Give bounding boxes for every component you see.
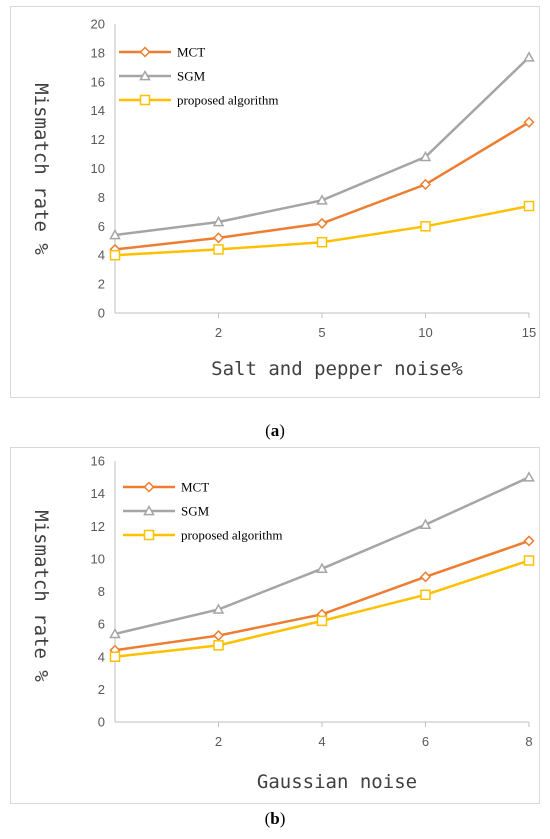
legend-item: proposed algorithm [123,528,282,543]
data-point [316,236,328,248]
y-tick-label: 6 [98,617,105,632]
caption-a: (a) [265,421,285,440]
chart-panel-b: 0 2 4 6 8 10 12 14 16 2 4 6 8 Gaussian noise Mismatch … [10,447,540,804]
legend-label: SGM [177,69,206,84]
legend-marker [139,94,151,106]
x-tick-label: 4 [318,734,325,749]
y-tick-label: 8 [98,190,105,205]
data-point [212,232,225,244]
x-tick-label: 2 [215,734,222,749]
data-point [420,221,431,232]
legend-marker [143,529,155,541]
legend-item: SGM [119,69,206,84]
data-point [419,178,432,190]
caption-b: (b) [264,809,286,828]
series-line [114,56,530,237]
y-tick-label: 12 [91,132,105,147]
y-tick-label: 16 [91,74,105,89]
data-point [109,228,121,240]
y-tick-label: 2 [98,682,105,697]
y-tick-label: 4 [98,649,105,664]
chart-panel-a: 0 2 4 6 8 10 12 14 16 18 20 2 5 10 15 Salt and pepper n… [10,6,540,398]
x-tick-label: 5 [318,325,325,340]
chart-b-svg: 0 2 4 6 8 10 12 14 16 2 4 6 8 Gaussian noise Mismatch … [30,454,535,793]
series-mct [109,116,535,255]
x-tick-label: 2 [215,325,222,340]
legend-label: MCT [177,45,205,60]
x-axis-title: Salt and pepper noise% [211,358,463,380]
y-tick-label: 4 [98,248,105,263]
series-line [114,121,530,251]
legend-marker [139,69,151,81]
data-point [213,640,224,651]
series-mct [109,535,535,656]
y-tick-label: 10 [91,161,105,176]
legend-item: MCT [123,480,209,495]
data-point [523,116,535,128]
legend-item: proposed algorithm [119,93,278,108]
legend-marker [139,46,151,58]
data-point [523,200,535,212]
data-point [316,194,328,205]
series-line [114,539,530,652]
y-tick-label: 14 [91,486,105,501]
data-point [109,651,121,662]
series-line [114,204,530,257]
legend-label: proposed algorithm [181,528,282,543]
y-tick-label: 0 [98,715,105,730]
x-tick-label: 8 [525,734,532,749]
x-tick-label: 15 [522,325,536,340]
data-point [523,535,535,547]
data-point [523,471,535,482]
data-point [109,249,121,261]
series-proposed-algorithm [109,200,535,261]
legend-marker [143,504,155,516]
series-proposed-algorithm [109,555,535,662]
data-point [109,627,121,639]
data-point [419,518,432,529]
data-point [523,51,535,62]
data-point [316,217,328,229]
legend-item: SGM [123,504,210,519]
y-tick-label: 12 [91,519,105,534]
data-point [419,571,432,583]
y-tick-label: 14 [91,103,105,118]
x-tick-label: 6 [422,734,429,749]
y-tick-label: 0 [98,306,105,321]
y-axis-title: Mismatch rate % [30,510,52,682]
y-tick-label: 20 [91,17,105,32]
caption-b-label: b [270,809,280,828]
y-axis-title: Mismatch rate % [30,83,52,255]
x-axis-title: Gaussian noise [257,771,417,793]
legend-label: MCT [181,480,209,495]
chart-a-svg: 0 2 4 6 8 10 12 14 16 18 20 2 5 10 15 Salt and pepper n… [30,17,536,381]
data-point [316,615,328,627]
y-tick-label: 8 [98,584,105,599]
legend-label: SGM [181,504,210,519]
y-tick-label: 16 [91,454,105,469]
series-sgm [109,51,535,240]
legend-label: proposed algorithm [177,93,278,108]
x-tick-label: 10 [418,325,432,340]
legend-marker [143,481,155,493]
caption-a-label: a [270,421,280,440]
y-tick-label: 10 [91,551,105,566]
legend-item: MCT [119,45,205,60]
y-tick-label: 18 [91,45,105,60]
data-point [316,562,328,574]
series-sgm [109,471,535,639]
data-point [419,150,432,162]
data-point [420,589,431,601]
data-point [212,603,225,614]
data-point [523,555,535,566]
data-point [213,244,224,255]
data-point [212,629,225,642]
y-tick-label: 6 [98,219,105,234]
y-tick-label: 2 [98,277,105,292]
data-point [212,215,225,227]
